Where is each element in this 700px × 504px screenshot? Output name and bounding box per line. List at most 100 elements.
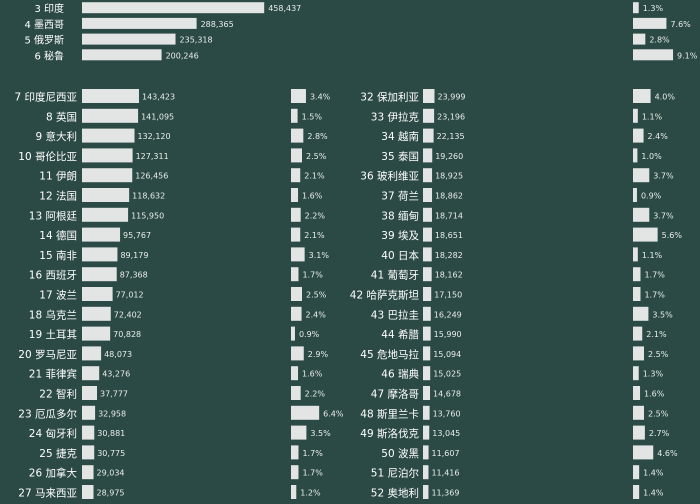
pct-label: 1.1%	[642, 251, 663, 260]
pct-label: 2.4%	[648, 132, 669, 141]
pct-label: 2.5%	[648, 409, 669, 418]
pct-bar	[633, 168, 650, 183]
value-label: 14,678	[433, 390, 461, 399]
value-label: 11,416	[431, 469, 459, 478]
value-bar	[82, 207, 129, 222]
label-rank-name: 51 尼泊尔	[371, 467, 419, 480]
pct-bar	[633, 2, 639, 14]
value-label: 19,260	[435, 152, 463, 161]
pct-bar	[291, 168, 301, 183]
label-rank-name: 15 南非	[39, 249, 77, 262]
value-label: 87,368	[120, 271, 148, 280]
value-label: 458,437	[268, 4, 301, 13]
value-label: 22,135	[437, 132, 465, 141]
value-label: 30,881	[97, 429, 125, 438]
pct-bar	[633, 128, 644, 143]
pct-label: 3.5%	[310, 429, 331, 438]
pct-label: 2.5%	[648, 350, 669, 359]
label-rank-name: 46 瑞典	[381, 368, 419, 381]
pct-label: 1.7%	[302, 469, 323, 478]
value-bar	[82, 465, 94, 480]
pct-bar	[291, 346, 304, 361]
pct-bar	[291, 267, 299, 282]
label-rank-name: 48 斯里兰卡	[360, 407, 419, 420]
value-bar	[82, 2, 265, 14]
value-bar	[423, 247, 432, 262]
pct-label: 1.0%	[641, 152, 662, 161]
pct-bar	[291, 485, 297, 499]
value-bar	[82, 366, 100, 381]
pct-label: 4.0%	[655, 93, 676, 102]
value-label: 95,767	[123, 231, 151, 240]
value-bar	[423, 465, 429, 480]
label-rank-name: 14 德国	[39, 229, 77, 242]
label-rank-name: 24 匈牙利	[29, 427, 77, 440]
pct-label: 2.4%	[306, 310, 327, 319]
pct-bar	[291, 405, 320, 420]
pct-bar	[291, 287, 302, 301]
value-label: 29,034	[97, 469, 125, 478]
label-rank-name: 10 哥伦比亚	[18, 150, 77, 163]
value-bar	[82, 89, 139, 103]
value-bar	[82, 267, 117, 282]
pct-label: 2.2%	[305, 211, 326, 220]
value-label: 13,760	[433, 409, 461, 418]
pct-label: 1.7%	[302, 449, 323, 458]
label-rank-name: 23 厄瓜多尔	[18, 407, 77, 420]
label-rank-name: 8 英国	[46, 110, 77, 123]
label-rank-name: 40 日本	[381, 249, 419, 262]
label-rank-name: 33 伊拉克	[371, 110, 420, 123]
value-label: 11,607	[432, 449, 460, 458]
value-label: 127,311	[136, 152, 169, 161]
pct-label: 3.1%	[309, 251, 330, 260]
pct-bar	[291, 128, 304, 143]
value-bar	[82, 247, 118, 262]
value-label: 15,025	[433, 370, 461, 379]
value-label: 118,632	[132, 192, 165, 201]
value-bar	[423, 227, 432, 242]
pct-bar	[633, 346, 644, 361]
value-bar	[423, 267, 432, 282]
pct-bar	[291, 148, 302, 163]
label-rank-name: 12 法国	[39, 190, 77, 203]
label-rank-name: 32 保加利亚	[360, 91, 419, 104]
pct-label: 3.7%	[653, 172, 674, 181]
value-bar	[82, 326, 111, 341]
label-rank-name: 18 乌克兰	[29, 308, 77, 321]
label-rank-name: 6 秘鲁	[34, 49, 64, 62]
label-rank-name: 7 印度尼西亚	[14, 91, 77, 104]
value-bar	[423, 425, 430, 440]
pct-bar	[291, 207, 301, 222]
pct-label: 1.3%	[643, 370, 664, 379]
value-label: 37,777	[100, 390, 128, 399]
value-label: 132,120	[138, 132, 171, 141]
pct-label: 2.8%	[649, 36, 670, 45]
pct-label: 1.6%	[302, 192, 323, 201]
value-bar	[82, 17, 197, 29]
label-rank-name: 47 摩洛哥	[371, 388, 419, 401]
pct-bar	[291, 445, 299, 460]
pct-label: 1.7%	[644, 291, 665, 300]
label-rank-name: 5 俄罗斯	[24, 34, 64, 47]
pct-bar	[633, 267, 641, 282]
pct-label: 9.1%	[677, 51, 698, 60]
value-label: 48,073	[104, 350, 132, 359]
pct-bar	[291, 326, 295, 341]
value-label: 13,045	[432, 429, 460, 438]
pct-label: 2.1%	[304, 172, 325, 181]
pct-label: 2.2%	[305, 390, 326, 399]
pct-label: 6.4%	[323, 409, 344, 418]
value-bar	[82, 445, 95, 460]
value-bar	[423, 168, 433, 183]
pct-label: 1.7%	[644, 271, 665, 280]
pct-label: 1.5%	[302, 112, 323, 121]
value-bar	[82, 425, 95, 440]
pct-bar	[291, 188, 299, 202]
pct-bar	[633, 188, 637, 202]
value-bar	[82, 168, 133, 183]
label-rank-name: 19 土耳其	[29, 328, 77, 341]
pct-label: 2.8%	[307, 132, 328, 141]
pct-bar	[633, 465, 640, 480]
value-bar	[423, 207, 432, 222]
